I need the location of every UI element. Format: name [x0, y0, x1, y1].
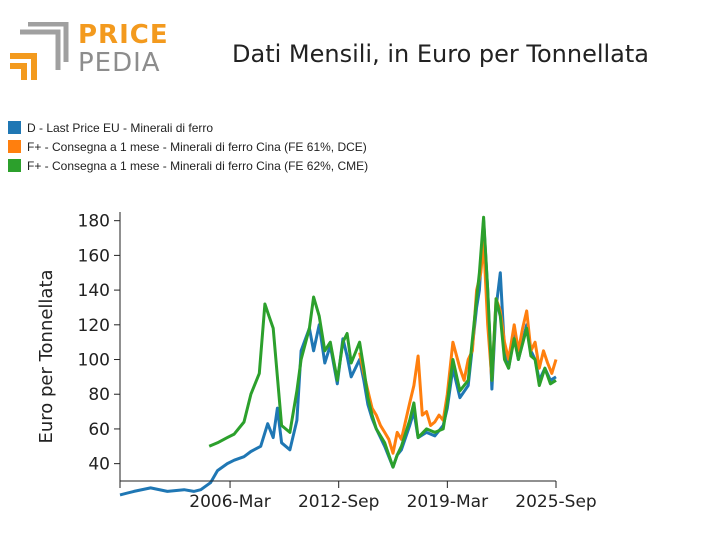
y-axis-title: Euro per Tonnellata: [36, 269, 57, 443]
x-tick-label: 2006-Mar: [189, 492, 270, 512]
y-tick-label: 80: [88, 385, 110, 405]
y-tick-label: 120: [78, 316, 110, 336]
legend-label: F+ - Consegna a 1 mese - Minerali di fer…: [27, 158, 369, 173]
y-tick-label: 180: [78, 212, 110, 232]
legend-swatch: [8, 140, 21, 153]
chart-legend: D - Last Price EU - Minerali di ferro F+…: [8, 118, 368, 175]
legend-swatch: [8, 159, 21, 172]
x-tick-label: 2012-Sep: [298, 492, 379, 512]
legend-item-green[interactable]: F+ - Consegna a 1 mese - Minerali di fer…: [8, 156, 368, 175]
logo-word-price: PRICE: [78, 20, 169, 50]
legend-item-blue[interactable]: D - Last Price EU - Minerali di ferro: [8, 118, 368, 137]
y-tick-label: 140: [78, 281, 110, 301]
y-tick-label: 60: [88, 420, 110, 440]
x-tick-label: 2019-Mar: [407, 492, 488, 512]
y-tick-label: 100: [78, 351, 110, 371]
legend-swatch: [8, 121, 21, 134]
pricepedia-logo: PRICE PEDIA: [8, 20, 169, 92]
legend-item-orange[interactable]: F+ - Consegna a 1 mese - Minerali di fer…: [8, 137, 368, 156]
series-line-2: [208, 215, 557, 469]
y-tick-label: 40: [88, 455, 110, 475]
legend-label: F+ - Consegna a 1 mese - Minerali di fer…: [27, 139, 367, 154]
y-tick-label: 160: [78, 246, 110, 266]
logo-mark-icon: [10, 21, 69, 80]
series-line-1: [358, 240, 558, 455]
chart-title: Dati Mensili, in Euro per Tonnellata: [232, 40, 649, 68]
logo-word-pedia: PEDIA: [78, 48, 161, 78]
legend-label: D - Last Price EU - Minerali di ferro: [27, 120, 214, 135]
x-tick-label: 2025-Sep: [515, 492, 596, 512]
